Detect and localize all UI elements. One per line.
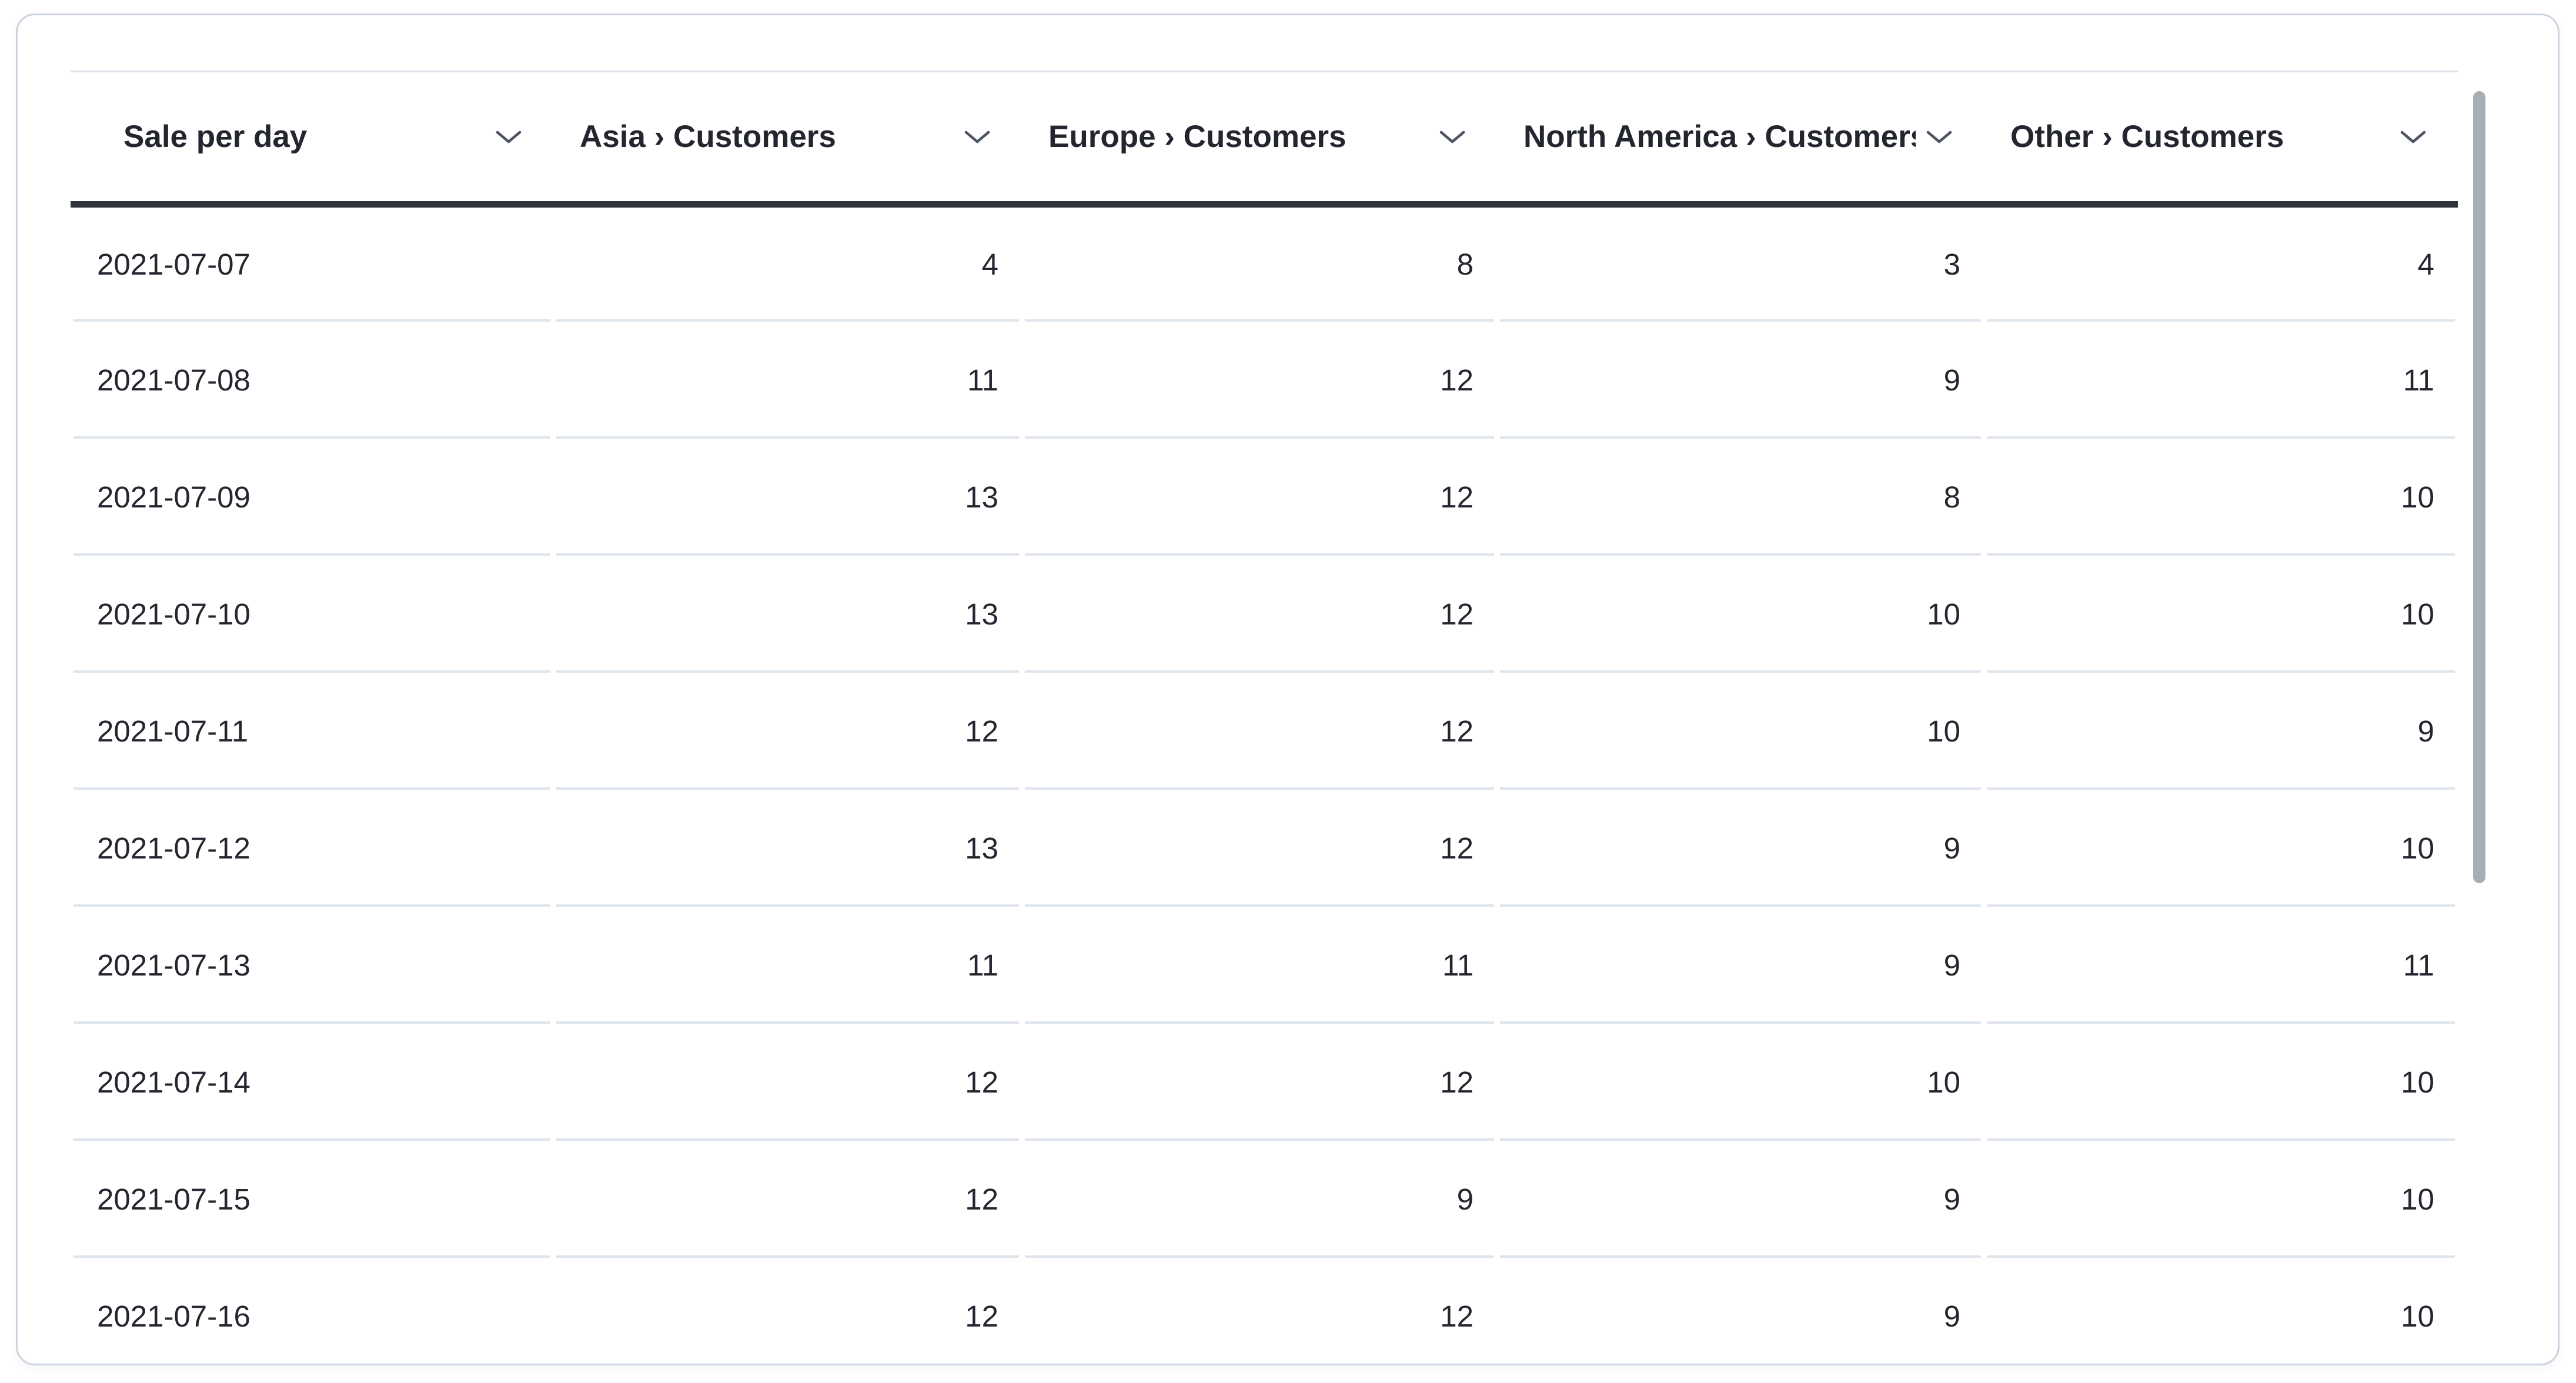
value-cell[interactable]: 13 <box>553 789 1022 907</box>
table-row: 2021-07-16 12 12 9 10 <box>71 1258 2458 1364</box>
chevron-down-icon[interactable] <box>1926 129 1952 145</box>
column-header-other-customers[interactable]: Other › Customers <box>1984 71 2458 208</box>
value-cell[interactable]: 8 <box>1022 204 1497 322</box>
value-cell[interactable]: 13 <box>553 438 1022 556</box>
value-cell[interactable]: 10 <box>1497 1023 1984 1141</box>
value-cell[interactable]: 12 <box>1022 789 1497 907</box>
value-cell[interactable]: 9 <box>1943 1299 1960 1333</box>
value-cell[interactable]: 10 <box>1984 1140 2458 1258</box>
value-cell[interactable]: 10 <box>1984 789 2458 907</box>
value-cell[interactable]: 12 <box>1022 438 1497 556</box>
value-cell[interactable]: 12 <box>1022 321 1497 439</box>
table-row: 2021-07-15 12 9 9 10 <box>71 1140 2458 1258</box>
table-row: 2021-07-14 12 12 10 10 <box>71 1023 2458 1141</box>
header-row: Sale per day Asia › Customers Europe › C… <box>71 71 2458 208</box>
table-row: 2021-07-10 13 12 10 10 <box>71 555 2458 673</box>
value-cell[interactable]: 12 <box>1022 672 1497 790</box>
question-card: Sale per day Asia › Customers Europe › C… <box>16 14 2560 1365</box>
value-cell[interactable]: 12 <box>553 1140 1022 1258</box>
date-cell[interactable]: 2021-07-12 <box>71 789 553 907</box>
value-cell[interactable]: 12 <box>965 1299 998 1333</box>
vertical-scrollbar-thumb[interactable] <box>2473 91 2485 883</box>
value-cell[interactable]: 9 <box>1497 906 1984 1024</box>
table-row: 2021-07-08 11 12 9 11 <box>71 321 2458 439</box>
table-row: 2021-07-07 4 8 3 4 <box>71 204 2458 322</box>
date-cell[interactable]: 2021-07-07 <box>71 204 553 322</box>
value-cell[interactable]: 3 <box>1497 204 1984 322</box>
column-header-north-america-customers[interactable]: North America › Customers <box>1497 71 1984 208</box>
value-cell[interactable]: 11 <box>1022 906 1497 1024</box>
value-cell[interactable]: 10 <box>2401 1299 2434 1333</box>
date-cell[interactable]: 2021-07-08 <box>71 321 553 439</box>
column-header-label: Other › Customers <box>2010 119 2284 154</box>
sales-table: Sale per day Asia › Customers Europe › C… <box>71 71 2458 1364</box>
value-cell[interactable]: 11 <box>1984 321 2458 439</box>
date-cell[interactable]: 2021-07-09 <box>71 438 553 556</box>
value-cell[interactable]: 9 <box>1984 672 2458 790</box>
column-header-label: North America › Customers <box>1523 119 1916 154</box>
column-header-label: Europe › Customers <box>1048 119 1347 154</box>
table-row: 2021-07-09 13 12 8 10 <box>71 438 2458 556</box>
chevron-down-icon[interactable] <box>1439 129 1465 145</box>
column-header-asia-customers[interactable]: Asia › Customers <box>553 71 1022 208</box>
value-cell[interactable]: 10 <box>1984 438 2458 556</box>
table-row: 2021-07-12 13 12 9 10 <box>71 789 2458 907</box>
column-header-sale-per-day[interactable]: Sale per day <box>71 71 553 208</box>
table-scroll-area: Sale per day Asia › Customers Europe › C… <box>71 71 2488 1364</box>
value-cell[interactable]: 4 <box>553 204 1022 322</box>
column-header-europe-customers[interactable]: Europe › Customers <box>1022 71 1497 208</box>
value-cell[interactable]: 9 <box>1497 789 1984 907</box>
value-cell[interactable]: 9 <box>1497 321 1984 439</box>
column-header-label: Sale per day <box>123 119 308 154</box>
column-header-label: Asia › Customers <box>580 119 836 154</box>
chevron-down-icon[interactable] <box>496 129 522 145</box>
table-header: Sale per day Asia › Customers Europe › C… <box>71 71 2458 208</box>
value-cell[interactable]: 10 <box>1497 555 1984 673</box>
chevron-down-icon[interactable] <box>964 129 990 145</box>
table-row: 2021-07-11 12 12 10 9 <box>71 672 2458 790</box>
date-cell[interactable]: 2021-07-11 <box>71 672 553 790</box>
date-cell[interactable]: 2021-07-15 <box>71 1140 553 1258</box>
value-cell[interactable]: 4 <box>1984 204 2458 322</box>
value-cell[interactable]: 11 <box>553 321 1022 439</box>
value-cell[interactable]: 9 <box>1022 1140 1497 1258</box>
value-cell[interactable]: 11 <box>553 906 1022 1024</box>
date-cell[interactable]: 2021-07-13 <box>71 906 553 1024</box>
value-cell[interactable]: 8 <box>1497 438 1984 556</box>
table-row: 2021-07-13 11 11 9 11 <box>71 906 2458 1024</box>
chevron-down-icon[interactable] <box>2400 129 2426 145</box>
value-cell[interactable]: 10 <box>1497 672 1984 790</box>
value-cell[interactable]: 12 <box>553 1023 1022 1141</box>
date-cell[interactable]: 2021-07-10 <box>71 555 553 673</box>
value-cell[interactable]: 13 <box>553 555 1022 673</box>
date-cell[interactable]: 2021-07-16 <box>97 1299 250 1333</box>
value-cell[interactable]: 10 <box>1984 555 2458 673</box>
value-cell[interactable]: 10 <box>1984 1023 2458 1141</box>
table-body: 2021-07-07 4 8 3 4 2021-07-08 11 12 9 11 2021-07-0… <box>71 204 2458 1364</box>
value-cell[interactable]: 12 <box>1022 1023 1497 1141</box>
value-cell[interactable]: 12 <box>553 672 1022 790</box>
date-cell[interactable]: 2021-07-14 <box>71 1023 553 1141</box>
value-cell[interactable]: 12 <box>1440 1299 1474 1333</box>
value-cell[interactable]: 11 <box>1984 906 2458 1024</box>
value-cell[interactable]: 12 <box>1022 555 1497 673</box>
value-cell[interactable]: 9 <box>1497 1140 1984 1258</box>
